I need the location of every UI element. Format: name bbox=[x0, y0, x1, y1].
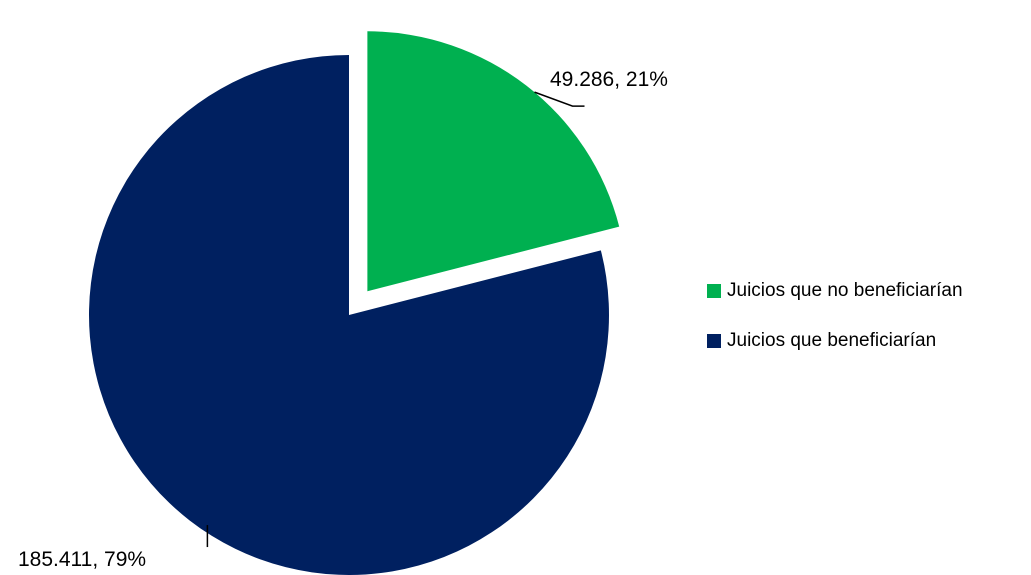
legend-swatch-no-beneficiarian bbox=[707, 284, 721, 298]
pie-slice-no-beneficiarian bbox=[367, 31, 620, 292]
legend-swatch-beneficiarian bbox=[707, 334, 721, 348]
legend-label-beneficiarian: Juicios que beneficiarían bbox=[727, 330, 937, 351]
pie-slices bbox=[89, 31, 620, 575]
legend-item-no-beneficiarian: Juicios que no beneficiarían bbox=[707, 278, 1031, 304]
data-label-beneficiarian: 185.411, 79% bbox=[18, 548, 146, 571]
legend-item-beneficiarian: Juicios que beneficiarían bbox=[707, 328, 1031, 354]
data-label-no-beneficiarian: 49.286, 21% bbox=[550, 68, 668, 91]
legend-label-no-beneficiarian: Juicios que no beneficiarían bbox=[727, 280, 963, 301]
leader-line-no-beneficiarian bbox=[534, 91, 585, 107]
pie-slice-beneficiarian bbox=[89, 55, 609, 575]
legend: Juicios que no beneficiarían Juicios que… bbox=[707, 278, 1031, 378]
leader-lines bbox=[206, 91, 585, 548]
